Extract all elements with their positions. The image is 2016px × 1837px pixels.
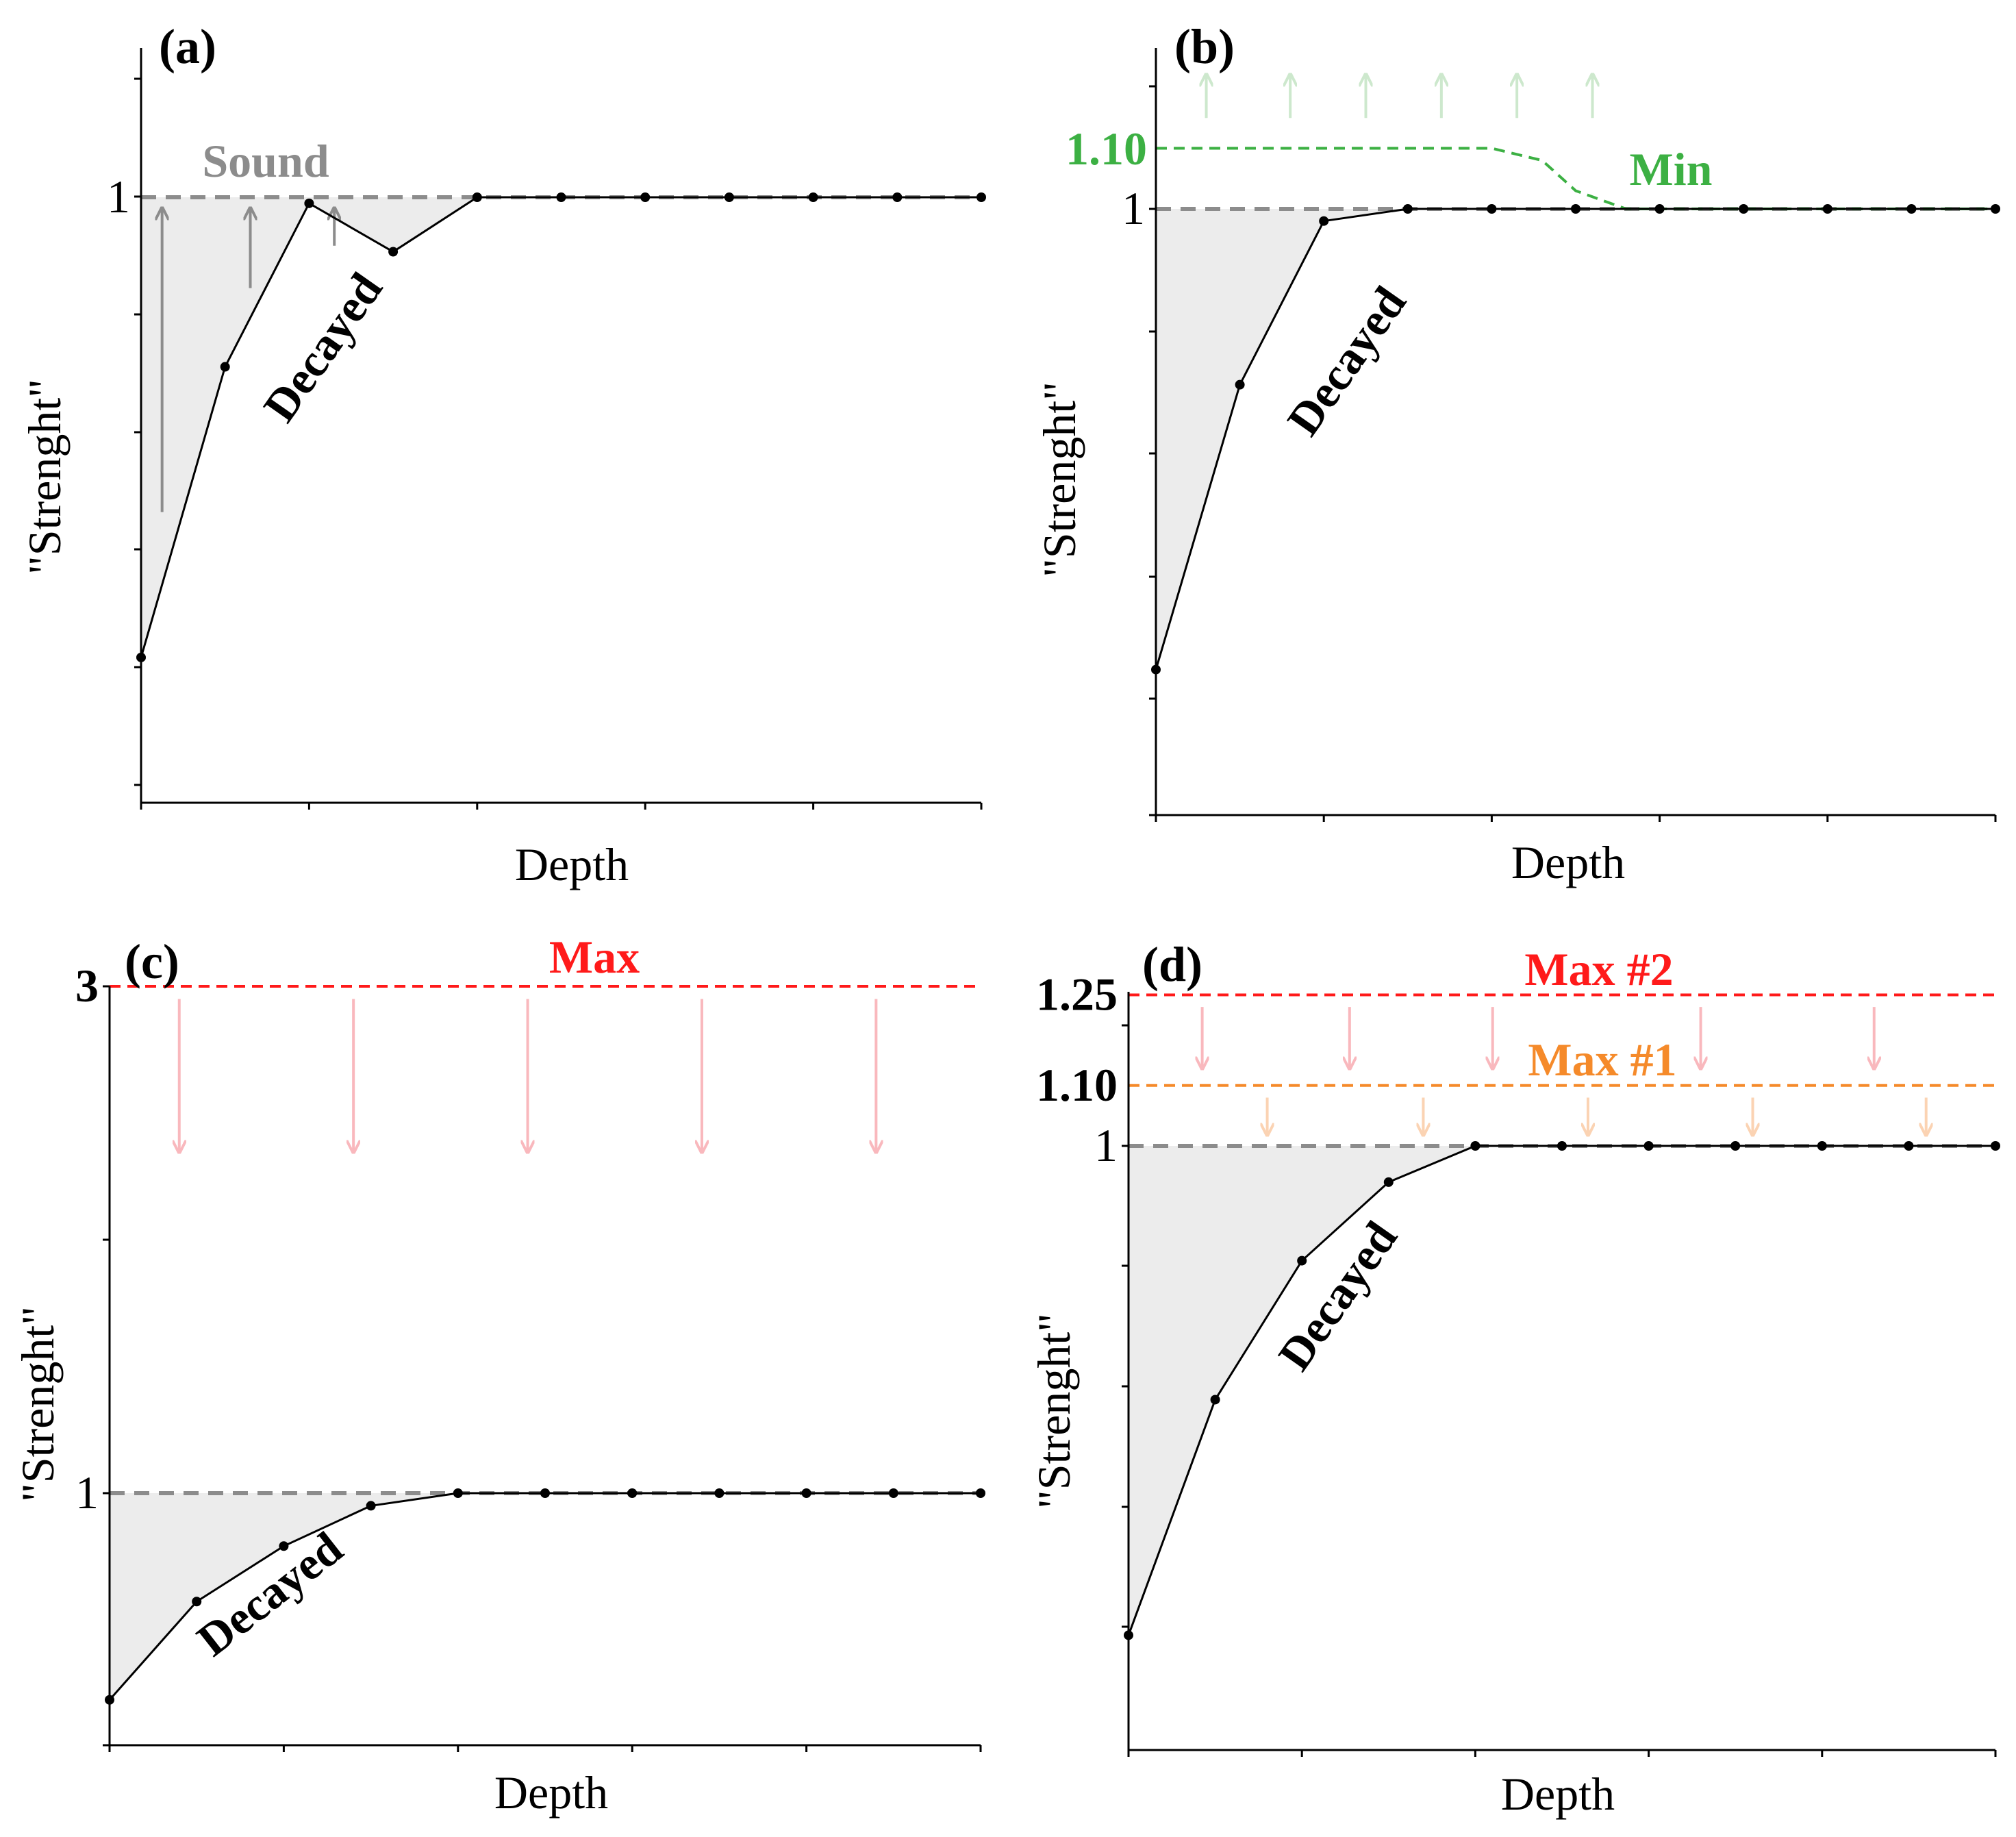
data-point-8 [808,192,818,202]
data-point-2 [1297,1255,1307,1266]
panel-b-label: (b) [1174,19,1235,74]
data-point-5 [1557,1141,1567,1151]
data-point-1 [1210,1395,1220,1405]
y-tick-label-2: 1.25 [1036,969,1118,1021]
data-point-6 [1654,204,1665,214]
data-point-3 [366,1501,376,1511]
data-point-10 [1991,204,2000,214]
panel-a-x-axis-label: Depth [515,838,629,890]
panel-c-y-axis-label: "Strenght" [12,1306,64,1502]
panel-d-x-axis-label: Depth [1501,1768,1615,1820]
y-tick-label-1: 3 [75,960,99,1012]
panel-d-max2-label: Max #2 [1524,943,1673,995]
data-point-4 [472,192,482,202]
panel-d-label: (d) [1142,937,1202,992]
data-point-1 [1235,379,1245,390]
data-point-9 [1906,204,1917,214]
panel-b-y-axis-label: "Strenght" [1033,382,1085,577]
data-point-10 [1991,1141,2000,1151]
data-point-6 [640,192,651,202]
data-point-2 [304,198,314,208]
panel-b-x-axis-label: Depth [1511,836,1625,888]
y-tick-label-0: 1 [1094,1119,1118,1171]
panel-c-label: (c) [125,934,179,989]
panel-b-min-value-label: 1.10 [1066,123,1147,175]
data-point-8 [1822,204,1832,214]
data-point-3 [1402,204,1413,214]
data-point-7 [714,1488,724,1498]
data-point-7 [1730,1141,1741,1151]
data-point-5 [540,1488,550,1498]
data-point-6 [627,1488,638,1498]
panel-a-sound-label: Sound [202,135,329,187]
panel-a: 1 (a) "Strenght" Depth Sound Decayed [18,19,986,890]
data-point-4 [1470,1141,1480,1151]
data-point-5 [556,192,566,202]
decayed-area [1156,209,1995,670]
data-point-9 [888,1488,898,1498]
y-tick-label-1: 1.10 [1036,1059,1118,1111]
panel-d-y-axis-label: "Strenght" [1028,1313,1080,1509]
decayed-area [1129,1146,1995,1636]
data-point-9 [892,192,903,202]
panel-c: 13 (c) "Strenght" Depth Max Decayed [12,931,985,1819]
data-point-1 [192,1597,202,1607]
panel-b: 1 (b) "Strenght" Depth Min 1.10 Decayed [1033,19,2000,888]
data-point-10 [977,192,986,202]
data-point-7 [724,192,734,202]
data-point-7 [1739,204,1749,214]
data-point-1 [220,362,230,372]
decayed-area [110,1493,981,1700]
panel-a-y-axis-label: "Strenght" [18,379,71,575]
data-point-5 [1571,204,1580,214]
panel-d: 1 1.10 1.25 (d) "Strenght" Depth Max #2 Ma… [1028,937,2000,1820]
panel-c-max-label: Max [549,931,640,983]
data-point-8 [801,1488,811,1498]
data-point-4 [453,1488,463,1498]
y-tick-label-0: 1 [1122,182,1145,234]
panel-a-decayed-label: Decayed [253,263,392,431]
data-point-3 [1383,1177,1394,1187]
data-point-6 [1643,1141,1654,1151]
panel-a-label: (a) [159,19,216,74]
data-point-2 [279,1541,289,1551]
data-point-9 [1904,1141,1914,1151]
data-point-8 [1817,1141,1827,1151]
reference-line-0 [1156,147,1995,210]
y-tick-label-0: 1 [75,1466,99,1519]
panel-b-min-label: Min [1630,143,1713,195]
data-point-4 [1487,204,1497,214]
data-point-2 [1319,216,1329,226]
data-point-3 [388,247,399,257]
decayed-area [141,197,981,658]
y-tick-label-0: 1 [107,171,130,223]
panel-c-x-axis-label: Depth [494,1766,608,1819]
data-point-10 [976,1488,985,1498]
panel-d-max1-label: Max #1 [1528,1034,1676,1086]
panel-b-decayed-label: Decayed [1277,277,1416,445]
